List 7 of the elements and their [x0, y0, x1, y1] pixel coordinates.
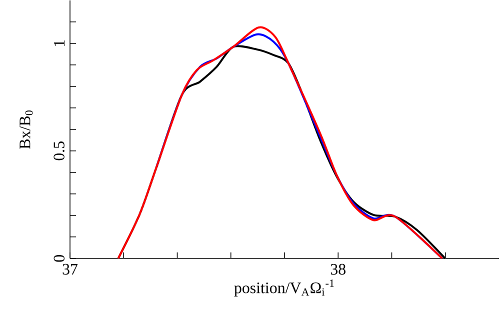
y-tick-label: 1 — [54, 40, 64, 46]
x-axis-title: position/V$_{A}$Ω$_{i}$-1 — [234, 279, 334, 296]
x-tick-label: 37 — [62, 264, 78, 274]
y-axis-title: Bx/B$_{0}$ — [20, 110, 33, 149]
y-tick-label: 0 — [54, 254, 64, 262]
x-tick-label: 38 — [330, 264, 346, 274]
y-tick-label: 0.5 — [54, 141, 64, 160]
